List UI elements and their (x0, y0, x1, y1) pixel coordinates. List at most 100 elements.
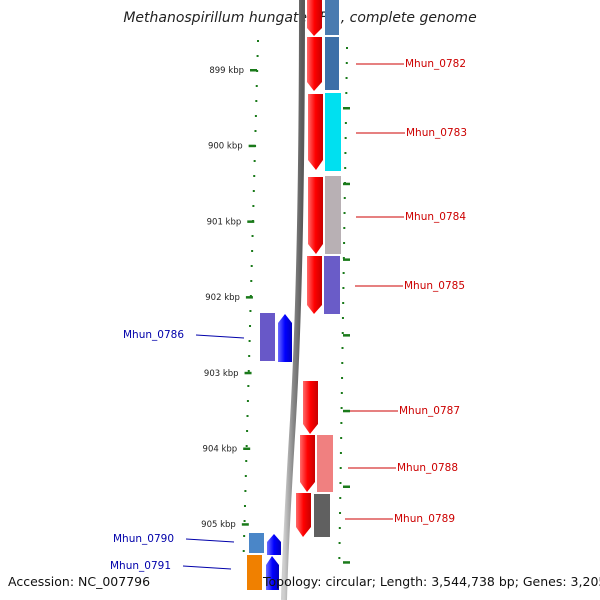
gene-label: Mhun_0785 (404, 280, 465, 292)
kbp-ruler: 899 kbp 900 kbp 901 kbp 902 kbp 903 kbp 904 k… (201, 66, 350, 564)
guide-dot (342, 257, 345, 259)
gene-arrow-0791 (266, 556, 279, 590)
gene-label: Mhun_0784 (405, 211, 466, 223)
guide-dot (344, 152, 347, 154)
gene-arrow-0785 (307, 256, 322, 314)
guide-dot (243, 505, 246, 507)
ruler-tick (243, 447, 251, 450)
guide-dot (245, 445, 248, 447)
genome-backbone (281, 0, 305, 600)
cog-bar-0790 (249, 533, 264, 553)
cog-bar-0791 (247, 555, 262, 590)
accession-text: Accession: NC_007796 (8, 574, 151, 589)
guide-dot (344, 167, 347, 169)
gene-arrow-0786 (278, 314, 292, 362)
guide-dot (339, 467, 342, 469)
ruler-tick (248, 144, 256, 148)
guide-dot (253, 175, 256, 177)
guide-dot (257, 40, 259, 42)
ruler-tick (247, 220, 255, 223)
guide-dot (251, 250, 254, 252)
ruler-tick-label: 901 kbp (207, 217, 242, 227)
gene-label: Mhun_0783 (406, 127, 467, 139)
guide-dot (249, 325, 252, 327)
guide-dot (344, 122, 347, 124)
gene-label: Mhun_0789 (394, 513, 455, 525)
gene-arrow-0790 (267, 534, 281, 555)
cog-bar-0789 (314, 494, 330, 537)
guide-dot (248, 355, 251, 357)
guide-dot (338, 557, 341, 559)
guide-dot (339, 452, 342, 454)
guide-dot (345, 92, 348, 94)
guide-dot (339, 482, 342, 484)
cog-bar-0786 (260, 313, 275, 361)
cog-bar-0783 (325, 93, 341, 171)
guide-dot (250, 280, 253, 282)
ruler-tick (245, 296, 253, 299)
ruler-tick (343, 561, 350, 564)
guide-dot (341, 347, 344, 349)
ruler-tick-label: 899 kbp (209, 66, 244, 76)
guide-dot (338, 527, 341, 529)
guide-dot (341, 317, 344, 319)
ruler-tick-label: 900 kbp (208, 142, 243, 152)
guide-dot (340, 407, 343, 409)
guide-dot (252, 190, 255, 192)
guide-dot (345, 77, 348, 79)
cog-bar-0788 (317, 435, 333, 492)
cog-bar-0782a (325, 0, 339, 35)
gene-leader-line (182, 565, 232, 570)
guide-dot (243, 520, 246, 522)
guide-dot (343, 197, 346, 199)
guide-dot (250, 265, 253, 267)
ruler-tick (244, 371, 252, 375)
guide-dot (254, 130, 257, 132)
guide-dot (342, 287, 345, 289)
gene-arrow-0782a (307, 0, 322, 36)
guide-dot (244, 490, 247, 492)
guide-dot (246, 400, 249, 402)
gene-arrow-0788 (300, 435, 315, 492)
guide-dot (252, 205, 255, 207)
guide-dot (344, 137, 347, 139)
guide-dot (254, 115, 257, 117)
guide-dot (343, 227, 346, 229)
gene-arrows (266, 0, 323, 590)
guide-dot (343, 212, 346, 214)
cog-bar-0784 (325, 176, 341, 254)
gene-leader-line (195, 334, 245, 339)
guide-dots (242, 40, 348, 559)
gene-label: Mhun_0788 (397, 462, 458, 474)
guide-dot (242, 550, 245, 552)
guide-dot (341, 377, 344, 379)
guide-dot (341, 332, 344, 334)
guide-dot (245, 460, 248, 462)
guide-dot (244, 475, 247, 477)
gene-arrow-0787 (303, 381, 318, 434)
ruler-tick-label: 903 kbp (204, 369, 239, 379)
guide-dot (253, 160, 256, 162)
guide-dot (255, 100, 258, 102)
guide-dot (249, 295, 252, 297)
guide-dot (256, 55, 259, 57)
ruler-tick (343, 409, 350, 413)
ruler-tick (343, 258, 350, 261)
guide-dot (251, 235, 254, 237)
guide-dot (249, 310, 252, 312)
topology-text: Topology: circular; Length: 3,544,738 bp… (263, 574, 600, 589)
guide-dot (338, 542, 341, 544)
ruler-tick-label: 904 kbp (203, 445, 238, 455)
guide-dot (243, 535, 246, 537)
guide-dot (339, 497, 342, 499)
gene-arrow-0783 (308, 94, 323, 170)
guide-dot (342, 302, 345, 304)
guide-dot (247, 370, 250, 372)
gene-label: Mhun_0786 (123, 329, 184, 341)
gene-arrow-0784 (308, 177, 323, 254)
gene-arrow-0789 (296, 493, 311, 537)
gene-labels: Mhun_0782 Mhun_0783 Mhun_0784 Mhun_0785 Mhun… (110, 58, 467, 572)
guide-dot (256, 70, 259, 72)
guide-dot (248, 340, 251, 342)
